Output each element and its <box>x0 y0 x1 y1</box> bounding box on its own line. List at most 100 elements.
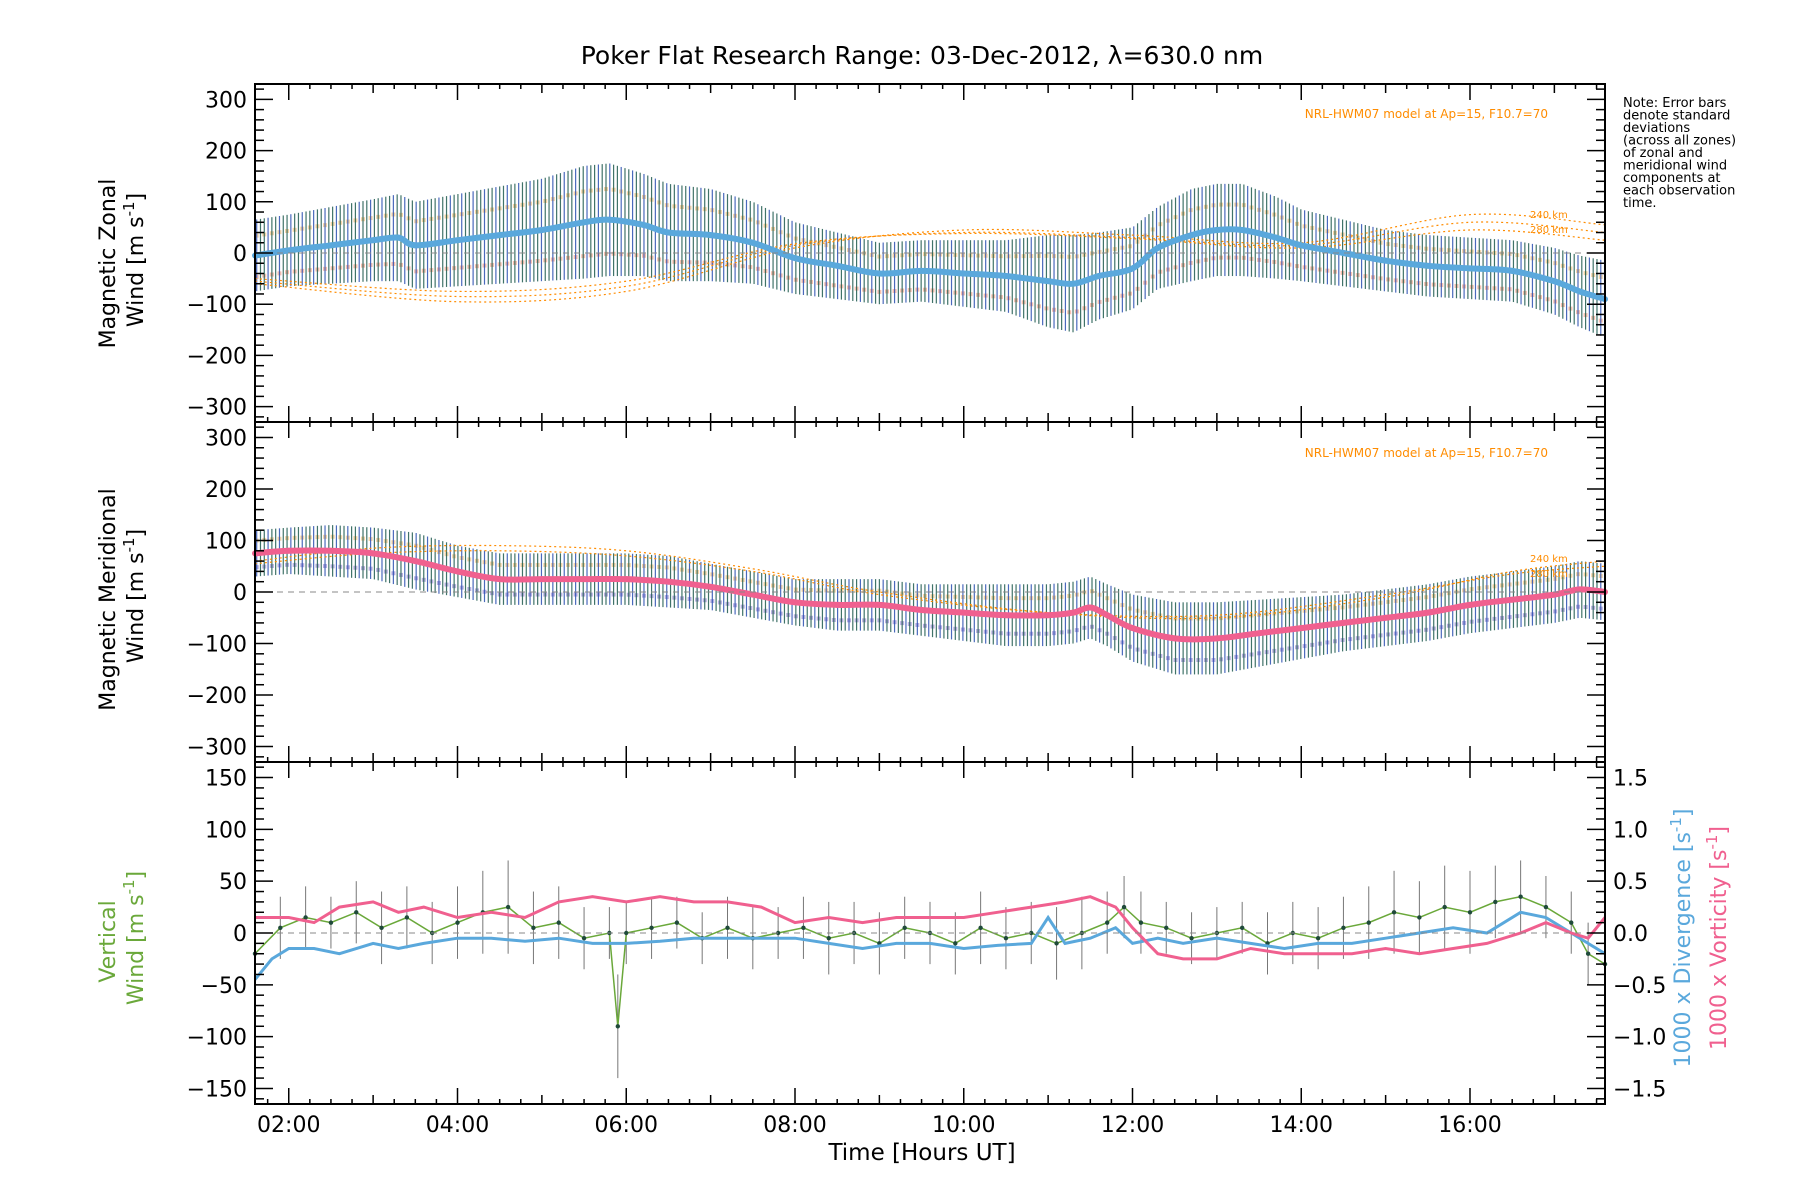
y-tick-label: 300 <box>205 88 247 113</box>
vorticity-ylabel-sup: -1 <box>1703 835 1721 850</box>
y2-tick-label: 1.5 <box>1613 767 1648 792</box>
wind-point <box>749 591 756 598</box>
zonal-model-label: NRL-HWM07 model at Ap=15, F10.7=70 <box>1305 107 1548 121</box>
wind-point <box>581 576 588 583</box>
y-tick-label: 100 <box>205 191 247 216</box>
y-tick-label: 150 <box>205 767 247 792</box>
wind-point <box>960 609 967 616</box>
vertical-wind-point <box>1585 951 1591 956</box>
divergence-ylabel-sup: -1 <box>1667 817 1685 832</box>
wind-point <box>285 547 292 554</box>
wind-point <box>395 234 402 241</box>
wind-point <box>665 578 672 585</box>
wind-point <box>1382 614 1389 621</box>
vertical-ylabel-line1: Vertical <box>96 900 121 982</box>
zonal-ylabel-sup: -1 <box>120 201 138 216</box>
x-tick-label: 08:00 <box>763 1113 826 1138</box>
wind-point <box>1213 635 1220 642</box>
wind-point <box>1424 262 1431 269</box>
wind-point <box>1002 273 1009 280</box>
y-tick-label: 0 <box>233 581 247 606</box>
vertical-wind-point <box>1189 935 1194 941</box>
y-tick-label: −100 <box>187 633 247 658</box>
wind-point <box>1171 635 1178 642</box>
y2-tick-label: 0.5 <box>1613 870 1648 895</box>
wind-point <box>640 221 647 228</box>
wind-point <box>876 601 883 608</box>
vertical-wind-point <box>1138 920 1144 925</box>
meridional-wind-line <box>254 547 1606 643</box>
vertical-wind-point <box>1104 920 1110 925</box>
y2-tick-label: −0.5 <box>1613 974 1666 999</box>
wind-point <box>1467 601 1473 608</box>
vertical-wind-point <box>1493 899 1498 905</box>
wind-point <box>538 576 545 583</box>
zonal-ylabel-end: ] <box>124 193 149 202</box>
zonal-alt-label-240: 240 km <box>1530 210 1568 221</box>
wind-point <box>707 583 714 590</box>
meridional-ylabel-line2: Wind [m s <box>124 552 149 663</box>
vertical-wind-point <box>1239 925 1245 931</box>
y-tick-label: 0 <box>233 242 247 267</box>
meridional-ylabel-line1: Magnetic Meridional <box>96 488 121 710</box>
vertical-wind-point <box>1164 925 1169 931</box>
vorticity-ylabel: 1000 x Vorticity [s-1] <box>1703 826 1732 1050</box>
x-tick-label: 06:00 <box>595 1113 658 1138</box>
vertical-wind-point <box>1366 920 1371 925</box>
wind-point <box>1576 288 1583 295</box>
wind-point <box>1467 265 1473 272</box>
vertical-wind-point <box>1543 904 1549 910</box>
vertical-wind-point <box>1467 910 1473 915</box>
vertical-wind-point <box>1442 904 1447 910</box>
note-line: (across all zones) <box>1623 134 1736 149</box>
wind-point <box>1002 612 1009 619</box>
y2-tick-label: −1.5 <box>1613 1077 1666 1102</box>
vertical-wind-point <box>902 925 907 931</box>
wind-point <box>285 247 292 254</box>
vorticity-ylabel-text: 1000 x Vorticity [s <box>1707 850 1732 1050</box>
vertical-wind-point <box>775 930 781 936</box>
vertical-wind-point <box>1341 925 1346 931</box>
vertical-wind-point <box>354 910 359 915</box>
y-tick-label: −300 <box>187 396 247 421</box>
meridional-alt-label-240: 240 km <box>1530 554 1568 565</box>
vertical-wind-point <box>278 925 283 931</box>
wind-point <box>1070 280 1077 287</box>
meridional-model-label: NRL-HWM07 model at Ap=15, F10.7=70 <box>1305 446 1548 460</box>
note-line: components at <box>1623 171 1721 186</box>
zonal-alt-label-280: 280 km <box>1530 225 1568 236</box>
vertical-wind-point <box>505 904 511 910</box>
model-curve <box>254 550 1606 618</box>
vertical-wind-point <box>379 925 384 931</box>
wind-point <box>1129 265 1136 272</box>
y2-tick-label: 0.0 <box>1613 922 1648 947</box>
y-tick-label: −150 <box>187 1077 247 1102</box>
note-line: denote standard <box>1623 109 1730 124</box>
vertical-wind-point <box>581 935 587 941</box>
vertical-wind-point <box>826 935 831 941</box>
vertical-wind-point <box>1003 935 1009 941</box>
model-curve <box>254 229 1606 293</box>
vertical-wind-point <box>649 925 654 931</box>
vertical-ylabel-line2: Wind [m s <box>124 894 149 1005</box>
wind-point <box>606 216 613 223</box>
wind-point <box>834 601 841 608</box>
note-line: deviations <box>1623 121 1690 136</box>
y-tick-label: −300 <box>187 736 247 761</box>
zonal-ylabel: Magnetic Zonal Wind [m s-1] <box>96 172 149 349</box>
wind-point <box>1213 226 1220 233</box>
y2-tick-label: −1.0 <box>1613 1026 1666 1051</box>
wind-point <box>496 232 503 239</box>
wind-point <box>538 226 545 233</box>
vertical-wind-point <box>1417 915 1422 920</box>
wind-point <box>834 262 841 269</box>
wind-point <box>1154 244 1161 251</box>
wind-point <box>327 547 334 554</box>
wind-point <box>876 270 883 277</box>
divergence-ylabel-text: 1000 x Divergence [s <box>1671 832 1696 1067</box>
wind-point <box>1045 278 1052 285</box>
note-line: of zonal and <box>1623 146 1703 161</box>
y-tick-label: 100 <box>205 529 247 554</box>
